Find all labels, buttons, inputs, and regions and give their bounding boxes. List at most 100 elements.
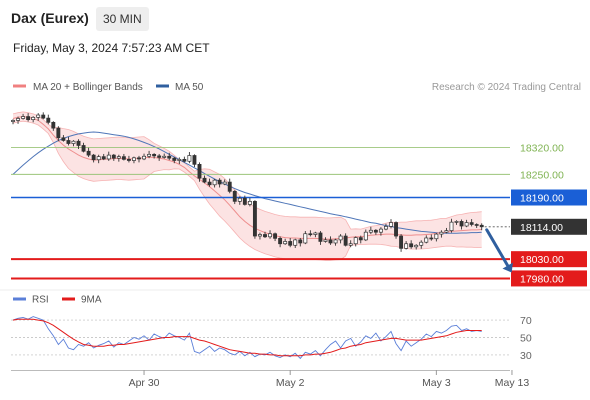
candle-body	[333, 239, 338, 244]
candle-body	[343, 235, 348, 246]
rsi-tick-label-50: 50	[520, 333, 532, 345]
candle-body	[464, 222, 469, 227]
candle-body	[86, 150, 91, 156]
candle-body	[474, 224, 479, 226]
candle-body	[41, 114, 46, 119]
candle-body	[389, 222, 393, 227]
bollinger-band-area	[13, 111, 482, 261]
x-tick-label-3: May 13	[495, 377, 530, 389]
price-label-17980.00: 17980.00	[520, 273, 564, 285]
candle-body	[323, 239, 328, 242]
candle-body	[414, 244, 419, 248]
candle-body	[454, 221, 459, 223]
legend-swatch-rsi	[13, 297, 26, 301]
legend-swatch-ma20	[13, 84, 26, 88]
candle-body	[31, 116, 36, 120]
candle-body	[378, 228, 383, 233]
candle-body	[96, 156, 101, 161]
candle-body	[157, 155, 162, 158]
timestamp: Friday, May 3, 2024 7:57:23 AM CET	[13, 41, 210, 55]
candle-body	[247, 201, 252, 205]
candle-body	[313, 232, 318, 235]
candle-body	[76, 140, 81, 146]
x-tick-label-0: Apr 30	[129, 377, 160, 389]
legend-swatch-ma50	[156, 84, 169, 88]
candle-body	[278, 238, 283, 245]
candle-body	[338, 235, 343, 241]
candle-body	[394, 222, 398, 237]
candle-body	[147, 153, 152, 157]
candle-body	[172, 157, 177, 161]
candle-body	[434, 233, 439, 240]
candle-body	[353, 237, 358, 245]
ma20-line	[12, 116, 482, 240]
candle-body	[358, 237, 363, 241]
candle-body	[91, 154, 96, 161]
rsi-legend: RSI 9MA	[13, 295, 102, 306]
candle-body	[202, 177, 207, 183]
candle-body	[182, 158, 187, 162]
candle-body	[121, 156, 126, 160]
candle-body	[227, 181, 232, 192]
candle-body	[252, 201, 257, 237]
candle-body	[46, 117, 51, 123]
x-tick-label-2: May 3	[422, 377, 451, 389]
timeframe-button[interactable]: 30 MIN	[96, 7, 149, 31]
candle-body	[409, 243, 414, 248]
candle-body	[258, 234, 262, 237]
candle-body	[132, 157, 136, 161]
candle-body	[303, 233, 308, 244]
candle-body	[116, 156, 121, 159]
candle-body	[16, 118, 20, 121]
candle-body	[56, 127, 61, 139]
candle-body	[187, 155, 192, 162]
candle-body	[283, 241, 288, 245]
candle-body	[328, 239, 333, 244]
price-legend: MA 20 + Bollinger Bands MA 50 Research ©…	[13, 82, 581, 93]
candle-body	[419, 241, 424, 246]
candle-body	[152, 153, 157, 157]
candle-body	[363, 231, 368, 241]
legend-label-ma50: MA 50	[175, 82, 204, 93]
ma50-line	[12, 131, 482, 234]
candlesticks-layer	[11, 112, 484, 252]
forecast-arrow-head	[502, 262, 513, 273]
candle-body	[222, 181, 227, 185]
candle-body	[469, 222, 474, 225]
price-label-bg-18114.00	[511, 218, 587, 235]
legend-swatch-9ma	[62, 297, 75, 301]
legend-label-9ma: 9MA	[81, 295, 102, 306]
candle-body	[207, 181, 212, 186]
candle-body	[293, 239, 298, 246]
header: Dax (Eurex) 30 MIN	[0, 0, 590, 38]
candle-body	[162, 155, 167, 158]
candle-body	[111, 154, 116, 159]
price-label-bg-18190.00	[511, 189, 587, 206]
moving-average-layer	[12, 116, 482, 240]
price-label-18030.00: 18030.00	[520, 254, 564, 266]
bollinger-upper-line	[12, 111, 482, 230]
rsi-panel: 70 50 30	[11, 315, 532, 362]
candle-body	[212, 179, 217, 186]
legend-label-rsi: RSI	[32, 295, 49, 306]
candle-body	[137, 157, 141, 160]
bollinger-band-layer	[12, 111, 482, 261]
candle-body	[61, 137, 66, 141]
credit-text: Research © 2024 Trading Central	[432, 82, 581, 93]
instrument-title: Dax (Eurex)	[11, 10, 89, 26]
legend-label-ma20: MA 20 + Bollinger Bands	[33, 82, 143, 93]
candle-body	[268, 233, 272, 238]
candle-body	[273, 233, 278, 239]
rsi-tick-label-70: 70	[520, 315, 532, 327]
candle-body	[197, 164, 202, 179]
candle-body	[298, 239, 303, 244]
candle-body	[36, 114, 41, 118]
candle-body	[459, 221, 464, 227]
candle-body	[21, 116, 26, 119]
candle-body	[11, 120, 15, 122]
candle-body	[81, 145, 86, 152]
candle-body	[242, 197, 247, 205]
candle-body	[348, 243, 353, 246]
candle-body	[449, 221, 454, 231]
